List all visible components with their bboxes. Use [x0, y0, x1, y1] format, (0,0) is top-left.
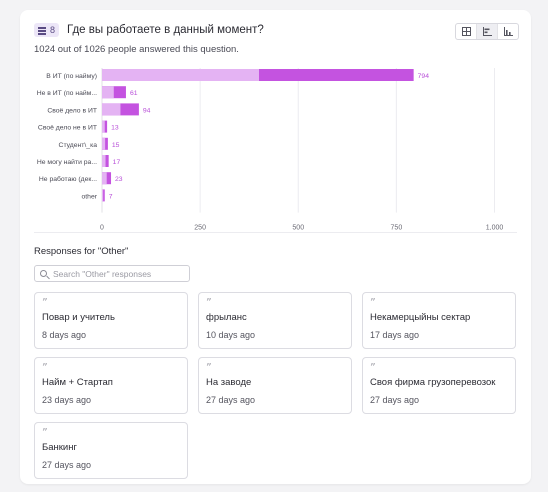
category-label: Не могу найти ра...	[37, 158, 97, 166]
value-label: 15	[112, 142, 120, 149]
value-label: 23	[115, 176, 123, 183]
response-card: ” Некамерцыйны сектар 17 days ago	[362, 292, 516, 349]
bar-segment	[102, 172, 107, 185]
response-text: Повар и учитель	[42, 312, 115, 323]
list-icon	[38, 26, 46, 35]
value-label: 7	[109, 193, 113, 200]
search-icon	[40, 270, 47, 277]
x-tick-label: 1,000	[486, 225, 504, 230]
response-time: 17 days ago	[370, 330, 420, 340]
column-chart-view-button[interactable]	[498, 24, 518, 39]
bar-segment	[102, 120, 105, 133]
quote-icon: ”	[42, 426, 48, 439]
bar-segment	[102, 103, 121, 116]
quote-icon: ”	[42, 361, 48, 374]
response-text: Некамерцыйны сектар	[370, 312, 471, 323]
x-tick-label: 250	[194, 225, 206, 230]
response-card: ” Найм + Стартап 23 days ago	[34, 357, 188, 414]
search-input[interactable]	[53, 268, 183, 279]
response-time: 27 days ago	[370, 395, 420, 405]
response-card: ” Повар и учитель 8 days ago	[34, 292, 188, 349]
view-toggle	[455, 23, 519, 40]
x-tick-label: 750	[391, 225, 403, 230]
bar-segment	[102, 86, 114, 99]
value-label: 94	[143, 107, 151, 114]
question-number: 8	[50, 25, 56, 35]
question-card: 8 Где вы работаете в данный момент? 1024…	[20, 10, 531, 484]
answered-count: 1024 out of 1026 people answered this qu…	[34, 44, 239, 55]
other-responses-search[interactable]	[34, 265, 190, 282]
table-icon	[461, 27, 471, 36]
column-chart-icon	[503, 27, 513, 36]
category-label: Своё дело в ИТ	[47, 107, 97, 114]
bar-segment	[102, 189, 104, 202]
category-label: Своё дело не в ИТ	[38, 125, 97, 132]
horizontal-bar-chart-icon	[482, 27, 492, 36]
question-type-badge: 8	[34, 23, 60, 37]
x-tick-label: 500	[292, 225, 304, 230]
question-header: 8 Где вы работаете в данный момент?	[34, 22, 264, 38]
value-label: 17	[113, 159, 121, 166]
response-time: 27 days ago	[42, 460, 92, 470]
response-time: 10 days ago	[206, 330, 256, 340]
value-label: 794	[418, 73, 430, 80]
quote-icon: ”	[370, 296, 376, 309]
response-card: ” Банкинг 27 days ago	[34, 422, 188, 479]
responses-bar-chart: 0 250 500 750 1,000 В ИТ (по найму) 794 Не в ИТ…	[20, 60, 531, 230]
category-label: Студент\_ка	[59, 142, 98, 149]
bar-segment	[102, 137, 106, 150]
quote-icon: ”	[370, 361, 376, 374]
category-label: В ИТ (по найму)	[46, 72, 97, 80]
quote-icon: ”	[42, 296, 48, 309]
response-text: Банкинг	[42, 442, 77, 453]
question-title: Где вы работаете в данный момент?	[67, 24, 264, 36]
bar-segment	[102, 69, 259, 81]
value-label: 13	[111, 125, 119, 132]
quote-icon: ”	[206, 296, 212, 309]
other-responses-heading: Responses for "Other"	[34, 246, 129, 257]
value-label: 61	[130, 90, 138, 97]
response-time: 23 days ago	[42, 395, 92, 405]
response-time: 8 days ago	[42, 330, 87, 340]
bar-chart-view-button[interactable]	[477, 24, 498, 39]
quote-icon: ”	[206, 361, 212, 374]
bar-segment	[102, 155, 106, 167]
section-divider	[34, 232, 517, 233]
category-label: other	[82, 193, 98, 200]
response-text: Найм + Стартап	[42, 377, 113, 388]
response-time: 27 days ago	[206, 395, 256, 405]
response-card: ” На заводе 27 days ago	[198, 357, 352, 414]
x-tick-label: 0	[100, 225, 104, 230]
response-text: фрыланс	[206, 312, 247, 323]
table-view-button[interactable]	[456, 24, 477, 39]
response-text: Своя фирма грузоперевозок	[370, 377, 496, 388]
category-label: Не работаю (дек...	[39, 175, 97, 183]
response-card: ” Своя фирма грузоперевозок 27 days ago	[362, 357, 516, 414]
response-text: На заводе	[206, 377, 252, 388]
response-card: ” фрыланс 10 days ago	[198, 292, 352, 349]
bar	[102, 189, 105, 202]
category-label: Не в ИТ (по найм...	[37, 89, 97, 97]
